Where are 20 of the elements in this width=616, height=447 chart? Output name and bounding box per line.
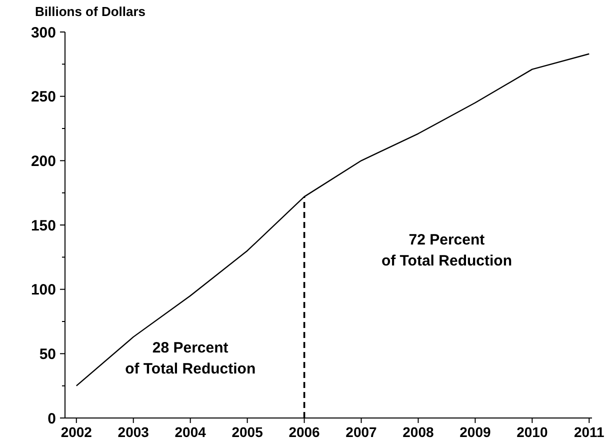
x-tick-label: 2002	[60, 424, 92, 440]
x-tick-label: 2007	[346, 424, 378, 440]
x-tick-label: 2011	[574, 424, 605, 440]
y-tick-label: 50	[39, 346, 56, 363]
y-tick-label: 300	[30, 24, 56, 42]
x-tick-label: 2005	[232, 424, 264, 440]
annotation: 72 Percent of Total Reduction	[381, 231, 512, 270]
y-tick-label: 0	[48, 410, 56, 428]
x-tick-label: 2009	[460, 424, 491, 440]
y-tick-label: 100	[30, 282, 56, 299]
annotation: 28 Percent of Total Reduction	[125, 339, 256, 378]
y-axis-title: Billions of Dollars	[35, 4, 146, 19]
y-tick-label: 250	[30, 88, 56, 106]
y-tick-label: 150	[30, 217, 56, 234]
x-tick-label: 2006	[288, 424, 320, 440]
y-tick-label: 200	[30, 152, 56, 170]
x-tick-label: 2004	[174, 424, 206, 440]
x-tick-label: 2008	[402, 424, 434, 440]
x-tick-label: 2010	[516, 424, 548, 440]
x-tick-label: 2003	[118, 424, 150, 440]
